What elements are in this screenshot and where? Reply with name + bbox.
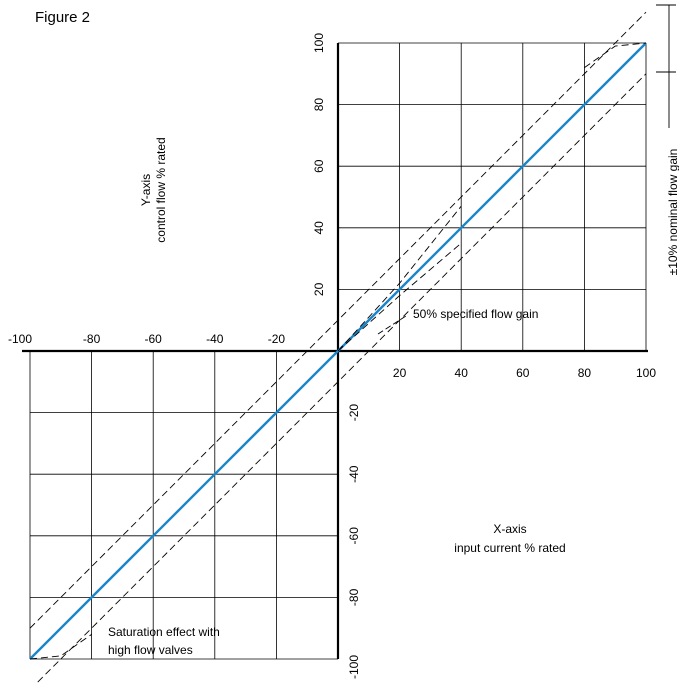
x-tick-label: -80 [83, 332, 101, 346]
y-tick-label: 100 [312, 33, 326, 53]
series-line-dashed [584, 42, 647, 68]
saturation-annotation-line2: high flow valves [108, 643, 193, 657]
series-line-dashed [337, 242, 462, 352]
x-axis-title: X-axis [493, 522, 526, 536]
y-tick-label: -80 [347, 588, 361, 606]
y-tick-label: 80 [312, 98, 326, 112]
y-tick-label: -40 [347, 465, 361, 483]
tolerance-annotation: ±10% nominal flow gain [666, 149, 679, 276]
series-line-dashed [35, 73, 647, 684]
series-line-dashed [29, 11, 647, 629]
saturation-annotation-line1: Saturation effect with [108, 625, 220, 639]
x-tick-label: 20 [393, 366, 407, 380]
y-tick-label: 20 [312, 282, 326, 296]
x-tick-label: 80 [578, 366, 592, 380]
y-tick-label: -60 [347, 527, 361, 545]
y-tick-label: 40 [312, 221, 326, 235]
y-axis-title: Y-axis [139, 174, 153, 206]
x-axis-subtitle: input current % rated [454, 541, 565, 555]
series-line-dashed [29, 634, 92, 660]
x-tick-label: -60 [145, 332, 163, 346]
x-tick-label: -40 [206, 332, 224, 346]
y-tick-label: -20 [347, 404, 361, 422]
x-tick-label: 60 [516, 366, 530, 380]
x-tick-label: 100 [636, 366, 656, 380]
x-tick-label: 40 [455, 366, 469, 380]
y-tick-label: -100 [347, 655, 361, 679]
x-tick-label: -100 [8, 332, 32, 346]
x-tick-label: -20 [268, 332, 286, 346]
flow-gain-leader [377, 315, 407, 335]
y-tick-label: 60 [312, 159, 326, 173]
y-axis-subtitle: control flow % rated [154, 137, 168, 242]
figure-label: Figure 2 [35, 9, 91, 26]
series-line-dashed [337, 205, 462, 352]
flow-gain-annotation: 50% specified flow gain [413, 307, 538, 321]
